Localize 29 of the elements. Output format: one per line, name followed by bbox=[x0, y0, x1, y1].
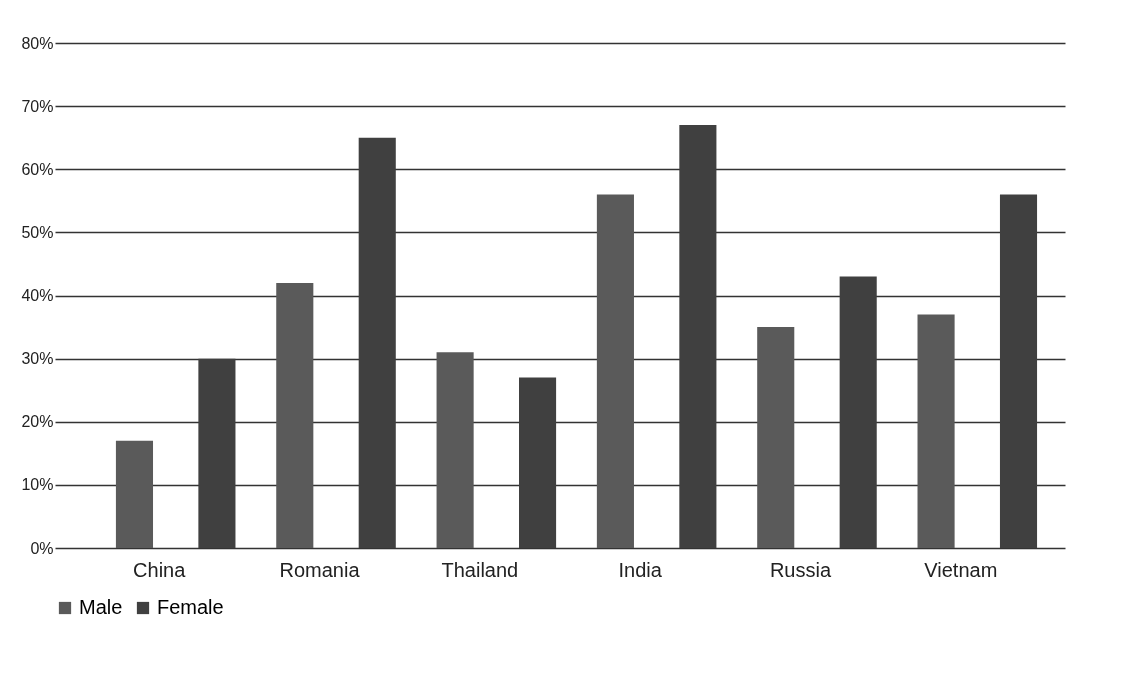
bar bbox=[999, 194, 1038, 548]
bar bbox=[276, 282, 314, 548]
bar bbox=[917, 314, 955, 548]
bar bbox=[679, 125, 717, 548]
legend-label: Male bbox=[79, 596, 123, 618]
x-tick-label: Romania bbox=[279, 558, 361, 581]
x-tick-label: India bbox=[618, 558, 663, 581]
bar bbox=[436, 352, 474, 548]
y-tick-label: 40% bbox=[21, 287, 54, 304]
y-tick-label: 50% bbox=[21, 223, 54, 241]
y-tick-label: 0% bbox=[30, 539, 54, 557]
bar bbox=[198, 358, 236, 548]
bar bbox=[839, 276, 877, 548]
y-tick-label: 60% bbox=[21, 160, 54, 178]
bar bbox=[757, 327, 795, 548]
bar bbox=[358, 137, 396, 548]
y-tick-label: 10% bbox=[21, 476, 54, 494]
x-tick-label: Vietnam bbox=[924, 558, 998, 581]
x-tick-label: Russia bbox=[769, 558, 832, 581]
y-tick-label: 80% bbox=[21, 34, 54, 52]
bar bbox=[596, 194, 634, 548]
legend-label: Female bbox=[157, 596, 224, 618]
bar bbox=[519, 377, 557, 548]
y-tick-label: 20% bbox=[21, 413, 54, 431]
x-tick-label: China bbox=[133, 558, 187, 581]
x-tick-label: Thailand bbox=[441, 558, 519, 581]
y-tick-label: 70% bbox=[21, 97, 54, 115]
bar bbox=[115, 440, 154, 548]
y-tick-label: 30% bbox=[21, 350, 54, 368]
